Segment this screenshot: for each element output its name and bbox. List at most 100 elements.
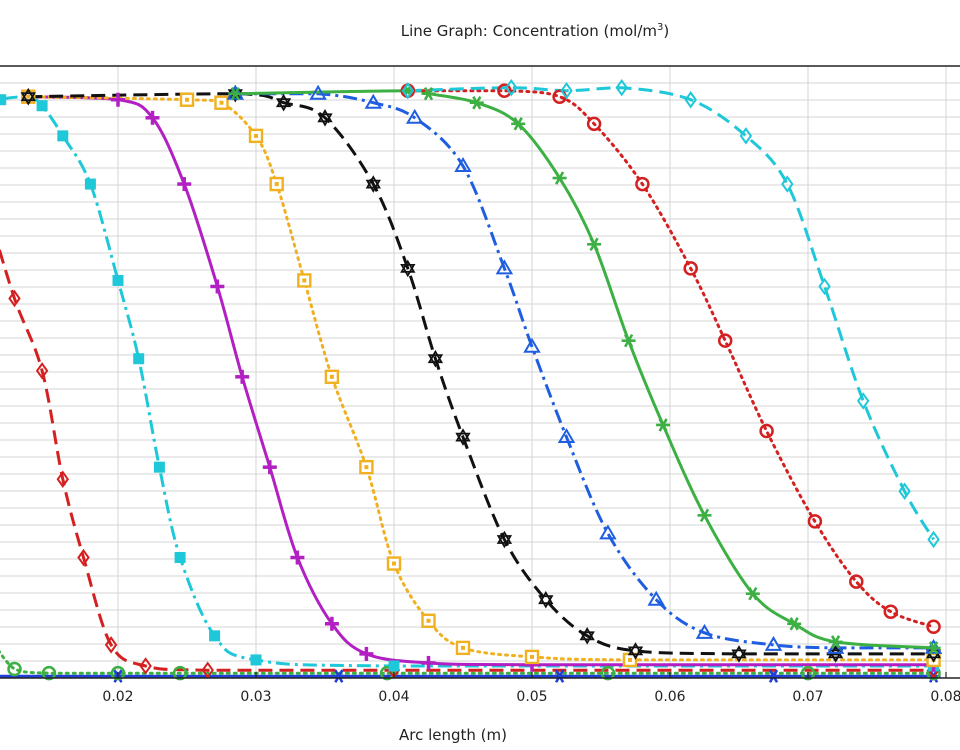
series-1-marker [379, 665, 395, 681]
x-axis-label: Arc length (m) [399, 726, 507, 744]
series-6-marker [731, 645, 747, 663]
series-8-marker [469, 96, 484, 110]
series-3-line [0, 95, 934, 668]
series-5-marker [359, 459, 374, 475]
series-1-marker [41, 665, 57, 681]
series-2-marker [104, 636, 118, 654]
series-2-marker [8, 289, 21, 308]
series-7-marker [405, 108, 424, 124]
series-lines [0, 86, 936, 678]
series-3-marker [57, 130, 69, 142]
series-10-marker [927, 530, 940, 549]
series-8-marker [421, 86, 436, 101]
series-3-marker [153, 461, 165, 473]
series-5-marker [324, 369, 340, 385]
series-10-marker [898, 482, 911, 500]
x-tick-label: 0.08 [930, 689, 960, 705]
chart-title: Line Graph: Concentration (mol/m3) [0, 22, 960, 40]
series-5-marker [421, 613, 436, 628]
series-8-marker [745, 586, 760, 601]
series-5-marker [248, 128, 264, 144]
grid [0, 65, 960, 679]
series-5-line [26, 95, 936, 662]
series-1-marker [172, 665, 188, 681]
series-3-marker [388, 660, 400, 672]
series-markers [0, 78, 943, 683]
series-10-marker [818, 277, 831, 296]
series-5-marker [297, 273, 312, 288]
series-9-marker [635, 176, 650, 192]
series-6-marker [317, 109, 333, 127]
series-5-marker [386, 556, 402, 571]
series-9-marker [807, 514, 823, 529]
chart-title-superscript: 3 [656, 22, 664, 33]
series-4-marker [359, 646, 374, 661]
series-7-marker [647, 590, 665, 606]
series-9-marker [883, 604, 899, 619]
series-1-marker [800, 665, 816, 681]
series-3-marker [36, 100, 48, 112]
series-6-marker [627, 642, 644, 660]
series-3-marker [250, 654, 262, 666]
series-3-marker [0, 94, 7, 106]
series-4-marker [111, 92, 125, 107]
series-8-marker [926, 641, 941, 655]
series-7-marker [309, 84, 327, 100]
series-7-marker [364, 93, 383, 109]
series-8-marker [511, 117, 526, 131]
series-9-line [406, 89, 936, 629]
series-0-marker [766, 669, 781, 683]
series-8-marker [621, 333, 636, 348]
series-6-marker [579, 627, 595, 645]
series-10-marker [856, 392, 870, 410]
series-8-marker [787, 617, 802, 631]
series-7-marker [695, 623, 714, 639]
series-10-marker [684, 91, 697, 109]
series-6-marker [538, 590, 554, 609]
series-9-marker [926, 619, 941, 635]
series-0-marker [552, 669, 567, 683]
series-6-marker [400, 259, 416, 278]
series-7-marker [523, 337, 541, 353]
series-8-line [235, 89, 934, 650]
series-9-marker [497, 83, 512, 98]
series-4-line [28, 95, 934, 667]
series-4-marker [210, 279, 225, 294]
series-9-marker [849, 574, 864, 589]
series-9-marker [759, 423, 774, 439]
series-4-marker [145, 110, 160, 125]
series-4-marker [421, 655, 436, 670]
series-0-marker [331, 669, 346, 683]
series-2-marker [139, 657, 152, 675]
series-3-marker [133, 353, 145, 365]
chart-title-suffix: ) [663, 22, 670, 40]
series-3-marker [174, 552, 186, 564]
series-3-marker [209, 630, 221, 642]
x-tick-label: 0.04 [378, 689, 409, 705]
series-5-marker [269, 176, 284, 192]
series-5-marker [524, 649, 540, 665]
series-4-marker [262, 460, 277, 475]
series-4-marker [324, 616, 339, 631]
series-4-marker [290, 550, 305, 565]
series-7-marker [764, 635, 783, 651]
series-7-marker [454, 157, 472, 172]
series-10-marker [401, 81, 415, 100]
chart-title-text: Line Graph: Concentration (mol/m [400, 22, 657, 40]
series-6-marker [365, 175, 381, 193]
series-2-marker [35, 362, 49, 380]
series-6-marker [496, 530, 513, 549]
series-3-marker [84, 178, 96, 190]
series-8-marker [697, 508, 712, 523]
series-6-marker [427, 349, 444, 368]
series-6-marker [20, 87, 36, 106]
series-5-marker [214, 95, 229, 110]
series-6-marker [275, 93, 292, 112]
series-10-marker [505, 78, 518, 97]
series-10-marker [781, 175, 794, 193]
series-8-marker [552, 171, 567, 185]
series-10-marker [739, 127, 753, 145]
x-tick-labels: 0.010.020.030.040.050.060.070.08 [102, 689, 960, 705]
plot-frame [0, 65, 960, 679]
